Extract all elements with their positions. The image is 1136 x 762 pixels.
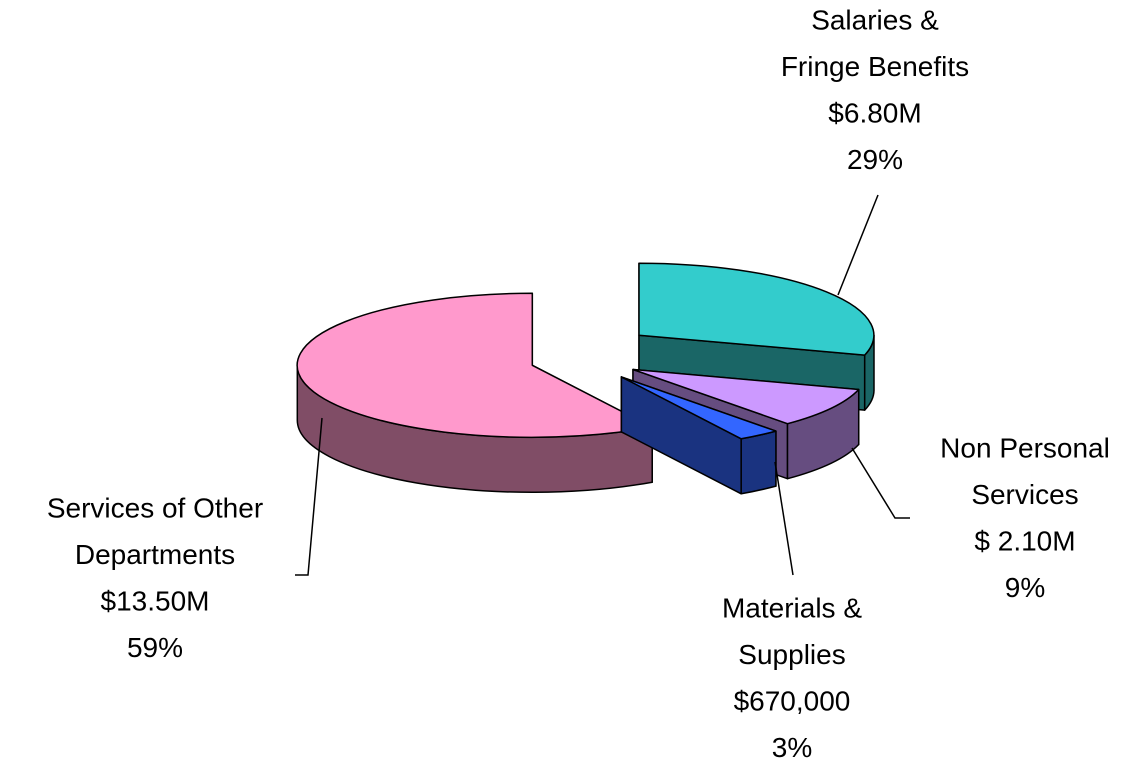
data-label: 9% (1005, 572, 1045, 603)
slice-side (740, 430, 777, 495)
data-label: $ 2.10M (974, 525, 1075, 556)
slice (620, 376, 777, 440)
data-label: $13.50M (101, 585, 210, 616)
pie (296, 262, 875, 495)
data-label: Non Personal (940, 432, 1110, 463)
slice (632, 368, 860, 425)
data-label: $670,000 (734, 685, 851, 716)
leader-line (851, 447, 910, 519)
slice (638, 262, 875, 356)
data-label: 3% (772, 732, 812, 762)
data-label: Services of Other (47, 492, 263, 523)
leader-line (774, 461, 794, 576)
data-label: $6.80M (828, 97, 921, 128)
data-label: Materials & (722, 592, 862, 623)
leader-line (837, 194, 879, 296)
slice (296, 292, 653, 439)
data-label: Supplies (738, 639, 845, 670)
data-label: 29% (847, 144, 903, 175)
data-label: Departments (75, 539, 235, 570)
data-label: Fringe Benefits (781, 51, 969, 82)
data-label: Services (971, 479, 1078, 510)
leader-line (295, 417, 323, 576)
data-label: Salaries & (811, 4, 939, 35)
data-label: 59% (127, 632, 183, 663)
